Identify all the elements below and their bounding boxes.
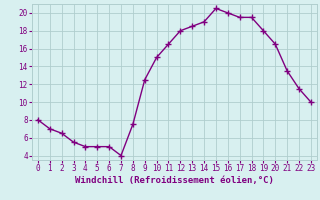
X-axis label: Windchill (Refroidissement éolien,°C): Windchill (Refroidissement éolien,°C) <box>75 176 274 185</box>
